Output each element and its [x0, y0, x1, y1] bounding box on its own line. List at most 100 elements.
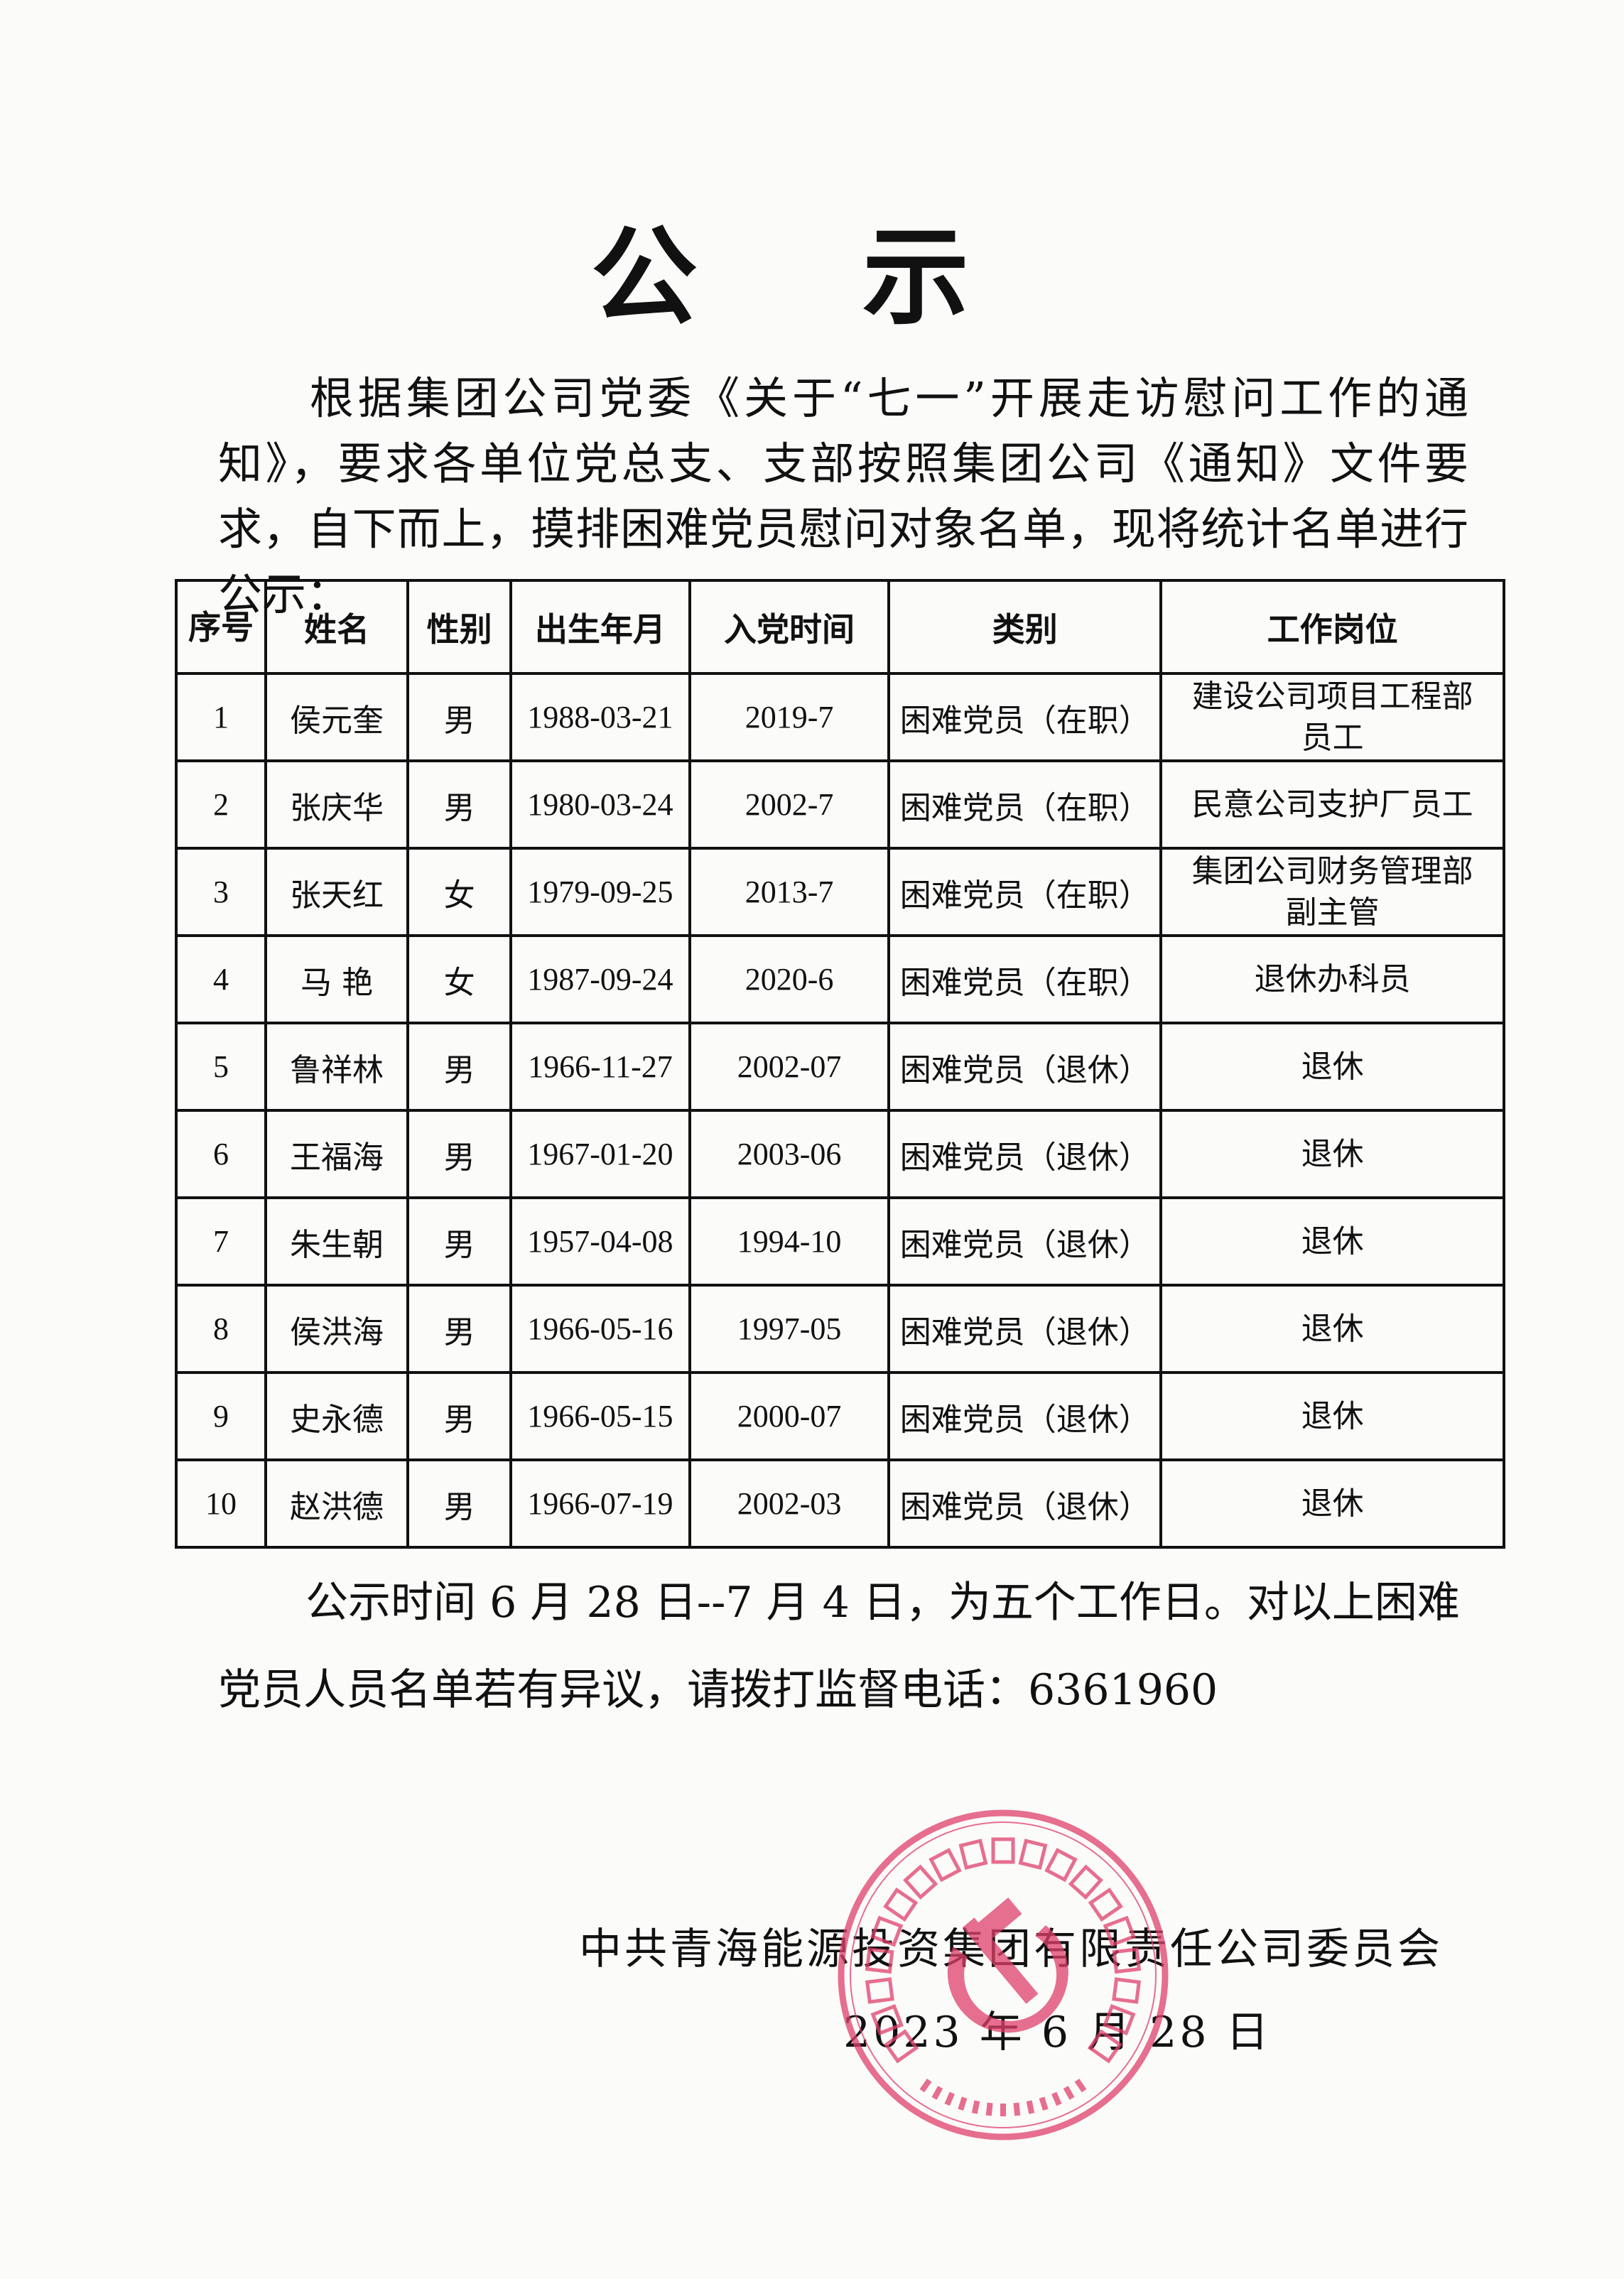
member-table: 序号 姓名 性别 出生年月 入党时间 类别 工作岗位 1 侯元奎男 1988-03-21 2019…: [175, 579, 1505, 1549]
cell-join-date: 2020-6: [688, 934, 891, 1024]
seal-code-mark: [971, 2100, 980, 2114]
table-row: 10 赵洪德男 1966-07-19 2002-03 困难党员（退休） 退休: [175, 1458, 1505, 1549]
cell-index: 3: [175, 847, 267, 937]
table-row: 3 张天红女 1979-09-25 2013-7 困难党员（在职） 集团公司财务管理部副主…: [175, 847, 1505, 937]
table-row: 8 侯洪海男 1966-05-16 1997-05 困难党员（退休） 退休: [175, 1284, 1505, 1374]
cell-join-date: 2019-7: [688, 672, 891, 762]
seal-code-mark: [919, 2078, 932, 2093]
table-row: 6 王福海男 1967-01-20 2003-06 困难党员（退休） 退休: [175, 1109, 1505, 1199]
column-header: 入党时间: [688, 579, 891, 675]
seal-code-mark: [1063, 2086, 1075, 2100]
cell-gender: 女: [406, 934, 513, 1024]
cell-category: 困难党员（在职）: [887, 759, 1163, 850]
column-header: 性别: [406, 579, 513, 675]
seal-code-mark: [944, 2091, 955, 2106]
cell-index: 1: [175, 672, 267, 762]
seal-code-mark: [1039, 2096, 1049, 2111]
table-row: 2 张庆华男 1980-03-24 2002-7 困难党员（在职） 民意公司支护厂员工: [175, 759, 1505, 850]
seal-glyph-mark: [1087, 2029, 1122, 2064]
column-header: 工作岗位: [1159, 579, 1505, 675]
cell-name: 鲁祥林: [264, 1022, 409, 1112]
seal-glyph-mark: [1068, 1864, 1103, 1900]
cell-index: 7: [175, 1196, 267, 1287]
seal-code-mark: [1074, 2078, 1087, 2093]
cell-category: 困难党员（在职）: [887, 672, 1163, 762]
seal-glyph-mark: [903, 1864, 938, 1900]
cell-birth-date: 1957-04-08: [509, 1196, 691, 1287]
seal-glyph-mark: [870, 1915, 904, 1947]
cell-index: 4: [175, 934, 267, 1024]
cell-name: 王福海: [264, 1109, 409, 1199]
cell-name: 史永德: [264, 1371, 409, 1461]
cell-birth-date: 1987-09-24: [509, 934, 691, 1024]
cell-position: 退休: [1159, 1371, 1505, 1461]
cell-join-date: 2003-06: [688, 1109, 891, 1199]
cell-gender: 女: [406, 847, 513, 937]
seal-glyph-mark: [958, 1839, 988, 1871]
cell-category: 困难党员（退休）: [887, 1109, 1163, 1199]
cell-index: 5: [175, 1022, 267, 1112]
cell-position: 退休: [1159, 1109, 1505, 1199]
official-seal: [838, 1809, 1169, 2140]
table-row: 9 史永德男 1966-05-15 2000-07 困难党员（退休） 退休: [175, 1371, 1505, 1461]
cell-name: 侯元奎: [264, 672, 409, 762]
cell-category: 困难党员（在职）: [887, 934, 1163, 1024]
cell-index: 8: [175, 1284, 267, 1374]
seal-glyph-mark: [1103, 1915, 1136, 1947]
cell-join-date: 2000-07: [688, 1371, 891, 1461]
cell-name: 赵洪德: [264, 1458, 409, 1549]
cell-name: 侯洪海: [264, 1284, 409, 1374]
cell-position: 退休: [1159, 1284, 1505, 1374]
intro-paragraph: 根据集团公司党委《关于“七一”开展走访慰问工作的通知》，要求各单位党总支、支部按…: [218, 366, 1468, 627]
cell-index: 2: [175, 759, 267, 850]
seal-glyph-mark: [865, 1947, 894, 1974]
column-header: 序号: [175, 579, 267, 675]
seal-glyph-mark: [870, 2003, 904, 2036]
cell-gender: 男: [406, 1022, 513, 1112]
cell-gender: 男: [406, 672, 513, 762]
table-row: 1 侯元奎男 1988-03-21 2019-7 困难党员（在职） 建设公司项目工程部员工: [175, 672, 1505, 762]
cell-position: 集团公司财务管理部副主管: [1159, 847, 1505, 937]
seal-glyph-mark: [1112, 1947, 1142, 1974]
seal-code-mark: [1026, 2100, 1035, 2114]
seal-code-mark: [1051, 2091, 1062, 2106]
cell-gender: 男: [406, 1109, 513, 1199]
cell-category: 困难党员（退休）: [887, 1022, 1163, 1112]
seal-glyph-mark: [884, 2029, 919, 2064]
cell-birth-date: 1980-03-24: [509, 759, 691, 850]
cell-index: 6: [175, 1109, 267, 1199]
cell-gender: 男: [406, 1371, 513, 1461]
column-header: 姓名: [264, 579, 409, 675]
cell-join-date: 2002-03: [688, 1458, 891, 1549]
cell-position: 退休办科员: [1159, 934, 1505, 1024]
cell-category: 困难党员（退休）: [887, 1284, 1163, 1374]
column-header: 类别: [887, 579, 1163, 675]
seal-glyph-mark: [1112, 1977, 1142, 2004]
cell-position: 退休: [1159, 1458, 1505, 1549]
cell-name: 朱生朝: [264, 1196, 409, 1287]
cell-birth-date: 1988-03-21: [509, 672, 691, 762]
cell-position: 退休: [1159, 1196, 1505, 1287]
cell-birth-date: 1966-11-27: [509, 1022, 691, 1112]
seal-code-mark: [931, 2086, 943, 2100]
cell-birth-date: 1966-07-19: [509, 1458, 691, 1549]
table-row: 5 鲁祥林男 1966-11-27 2002-07 困难党员（退休） 退休: [175, 1022, 1505, 1112]
cell-name: 马 艳: [264, 934, 409, 1024]
table-row: 7 朱生朝男 1957-04-08 1994-10 困难党员（退休） 退休: [175, 1196, 1505, 1287]
cell-position: 退休: [1159, 1022, 1505, 1112]
seal-glyph-mark: [1088, 1887, 1123, 1922]
seal-glyph-mark: [1044, 1848, 1078, 1883]
hammer-sickle-icon: [947, 1898, 1068, 2033]
seal-glyph-mark: [1103, 2003, 1136, 2036]
cell-birth-date: 1966-05-15: [509, 1371, 691, 1461]
seal-code-mark: [1000, 2104, 1006, 2116]
cell-index: 10: [175, 1458, 267, 1549]
seal-lettering-graphic: [865, 1837, 1142, 2116]
intro-text: 根据集团公司党委《关于“七一”开展走访慰问工作的通知》，要求各单位党总支、支部按…: [218, 372, 1468, 620]
cell-gender: 男: [406, 759, 513, 850]
seal-glyph-mark: [929, 1848, 962, 1883]
cell-name: 张天红: [264, 847, 409, 937]
seal-code-mark: [985, 2102, 993, 2116]
seal-glyph-mark: [883, 1887, 919, 1922]
